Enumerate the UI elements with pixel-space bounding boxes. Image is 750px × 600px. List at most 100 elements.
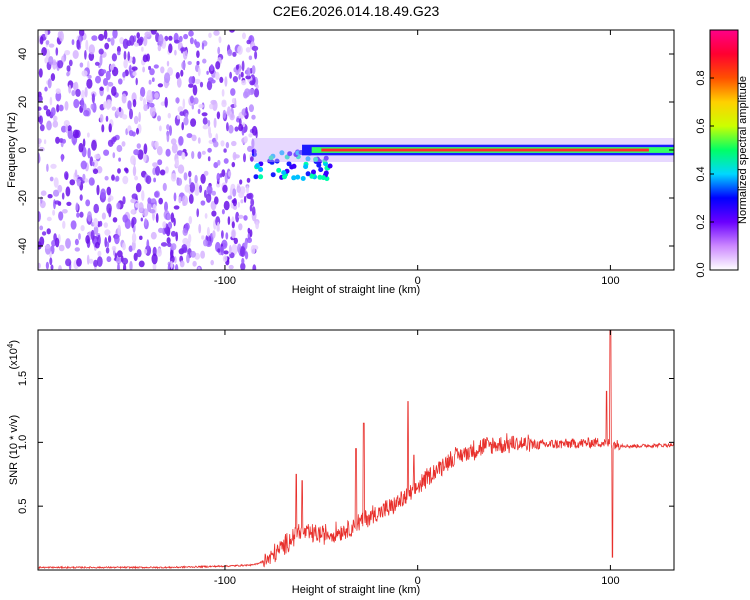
spectrogram-noise-blob — [143, 97, 146, 107]
spectrogram-noise-blob — [85, 39, 89, 51]
spectrogram-noise-blob — [132, 99, 137, 108]
spectrogram-noise-blob — [238, 223, 243, 231]
spectrogram-noise-blob — [87, 211, 92, 222]
spectrogram-noise-blob — [46, 163, 49, 172]
spectrogram-noise-blob — [158, 34, 164, 46]
spectrogram-noise-blob — [184, 222, 190, 231]
spectrogram-noise-blob — [209, 103, 214, 110]
spectrogram-noise-blob — [200, 173, 206, 184]
spectrogram-noise-blob — [147, 201, 152, 213]
spectrogram-noise-blob — [218, 36, 222, 44]
spectrogram-noise-blob — [180, 47, 187, 52]
spectrogram-noise-blob — [43, 139, 47, 145]
spectrogram-noise-blob — [177, 164, 185, 174]
spectrogram-noise-blob — [155, 213, 159, 223]
spectrogram-noise-blob — [228, 124, 234, 134]
spectrogram-noise-blob — [93, 225, 99, 235]
spectrogram-noise-blob — [176, 115, 181, 120]
spectrogram-noise-blob — [241, 60, 245, 72]
spectrogram-noise-blob — [217, 248, 221, 253]
spectrogram-noise-blob — [45, 40, 50, 45]
spectrogram-noise-blob — [232, 198, 237, 207]
spectrogram-noise-blob — [240, 71, 244, 78]
spectrogram-noise-blob — [104, 229, 111, 236]
spectrogram-noise-blob — [70, 220, 77, 230]
spectrogram-noise-blob — [255, 221, 259, 230]
spectrogram-noise-blob — [94, 61, 100, 66]
spectrogram-noise-blob — [242, 32, 246, 40]
spectrogram-noise-blob — [243, 153, 246, 163]
spectrogram-noise-blob — [245, 47, 251, 53]
spectrogram-noise-blob — [254, 50, 258, 60]
spectrogram-noise-blob — [188, 216, 193, 225]
spectrogram-noise-blob — [160, 66, 165, 74]
spectrogram-noise-blob — [250, 244, 256, 255]
spectrogram-noise-blob — [211, 190, 216, 196]
spectrogram-noise-blob — [45, 109, 51, 117]
spectrogram-noise-blob — [164, 72, 171, 84]
spectrogram-noise-blob — [153, 177, 157, 183]
spectrogram-noise-blob — [255, 84, 259, 90]
spectrogram-noise-blob — [191, 151, 195, 159]
spectrogram-noise-blob — [112, 136, 117, 143]
spectrogram-noise-blob — [173, 205, 180, 210]
spectrogram-noise-blob — [243, 195, 247, 203]
spectrogram-noise-blob — [107, 197, 111, 203]
spectrogram-noise-blob — [211, 210, 217, 217]
spectrogram-noise-blob — [236, 185, 241, 193]
snr-ytick-label: 1.0 — [17, 435, 29, 450]
spectrogram-noise-blob — [221, 230, 224, 239]
spectrogram-noise-blob — [156, 248, 162, 257]
spectrogram-noise-blob — [94, 153, 101, 160]
spectrogram-noise-blob — [38, 211, 41, 222]
colorbar-label: Normalized spectral amplitude — [737, 76, 749, 224]
spectrogram-noise-blob — [132, 71, 137, 77]
spectrogram-transition-blob — [281, 170, 287, 176]
spectrogram-noise-blob — [115, 175, 120, 182]
spectrogram-noise-blob — [188, 170, 192, 178]
spectrogram-noise-blob — [71, 39, 75, 46]
spectrogram-transition-blob — [313, 156, 319, 162]
spectrogram-ridge-core — [321, 148, 649, 152]
spectrogram-noise-blob — [227, 195, 233, 200]
spectrogram-noise-blob — [247, 145, 253, 152]
spectrogram-noise-blob — [88, 177, 95, 186]
spectrogram-noise-blob — [231, 161, 236, 168]
spectrogram-noise-blob — [101, 69, 107, 74]
spectrogram-noise-blob — [174, 49, 177, 56]
spectrogram-noise-blob — [123, 263, 127, 270]
spectrogram-noise-blob — [219, 76, 224, 83]
spectrogram-noise-blob — [116, 46, 121, 53]
snr-xlabel: Height of straight line (km) — [292, 584, 420, 596]
spectrogram-noise-blob — [83, 110, 90, 117]
spectrogram-noise-blob — [78, 142, 84, 153]
spectrogram-noise-blob — [106, 256, 112, 263]
spectrogram-noise-blob — [107, 139, 114, 147]
spectrogram-noise-blob — [90, 229, 95, 241]
spectrogram-noise-blob — [204, 213, 208, 219]
spectrogram-noise-blob — [158, 227, 164, 233]
spectrogram-ytick-label: -20 — [17, 190, 29, 206]
spectrogram-noise-blob — [181, 61, 186, 70]
snr-ytick-label: 1.5 — [17, 371, 29, 386]
spectrogram-noise-blob — [197, 137, 201, 144]
spectrogram-noise-blob — [208, 132, 213, 139]
spectrogram-ytick-label: 40 — [17, 48, 29, 60]
spectrogram-noise-blob — [239, 179, 243, 185]
spectrogram-noise-blob — [67, 128, 73, 140]
spectrogram-noise-blob — [59, 31, 64, 42]
spectrogram-noise-blob — [118, 157, 121, 162]
spectrogram-noise-blob — [136, 127, 139, 135]
spectrogram-noise-blob — [38, 262, 41, 269]
spectrogram-noise-blob — [251, 114, 256, 120]
spectrogram-noise-blob — [229, 71, 233, 79]
spectrogram-noise-blob — [106, 186, 112, 196]
spectrogram-noise-blob — [214, 71, 220, 80]
spectrogram-transition-blob — [303, 164, 309, 170]
spectrogram-noise-blob — [196, 50, 200, 58]
spectrogram-noise-blob — [168, 43, 173, 54]
spectrogram-noise-blob — [157, 115, 161, 122]
spectrogram-noise-blob — [52, 59, 57, 70]
spectrogram-noise-blob — [228, 244, 232, 255]
spectrogram-noise-blob — [84, 87, 88, 98]
